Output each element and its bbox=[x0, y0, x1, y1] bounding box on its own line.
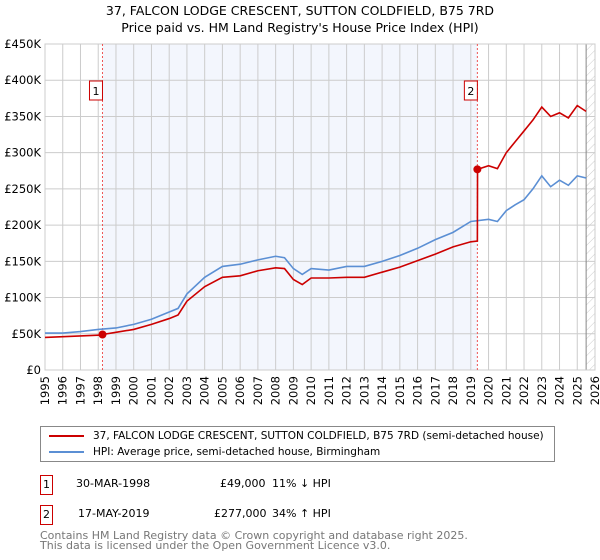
y-tick-label: £400K bbox=[4, 73, 41, 87]
legend-swatch-red bbox=[49, 435, 84, 437]
series-line bbox=[45, 174, 587, 334]
series-line bbox=[44, 104, 587, 339]
x-tick-label: 2026 bbox=[588, 376, 600, 405]
x-tick-label: 2022 bbox=[517, 376, 531, 405]
x-tick-label: 2003 bbox=[180, 376, 194, 405]
x-tick-label: 2019 bbox=[464, 376, 478, 405]
title: 37, FALCON LODGE CRESCENT, SUTTON COLDFI… bbox=[105, 3, 495, 18]
x-tick-label: 2007 bbox=[251, 376, 265, 405]
x-tick-label: 1999 bbox=[109, 376, 123, 405]
y-tick-label: £350K bbox=[4, 109, 41, 123]
x-tick-label: 2000 bbox=[127, 376, 141, 405]
subtitle: Price paid vs. HM Land Registry's House … bbox=[121, 20, 479, 35]
marker-badge bbox=[88, 80, 103, 101]
forecast-hatch bbox=[586, 44, 595, 370]
transaction-price: £277,000 bbox=[214, 507, 267, 520]
legend-item-property: 37, FALCON LODGE CRESCENT, SUTTON COLDFI… bbox=[49, 430, 544, 442]
transaction-date: 17-MAY-2019 bbox=[78, 507, 150, 520]
x-tick-label: 2011 bbox=[322, 376, 336, 405]
sale-point bbox=[473, 165, 482, 174]
y-tick-label: £300K bbox=[4, 146, 41, 160]
x-tick-label: 2008 bbox=[269, 376, 283, 405]
transaction-hpi: 34% ↑ HPI bbox=[272, 507, 331, 520]
x-tick-label: 2013 bbox=[357, 376, 371, 405]
x-tick-label: 2018 bbox=[446, 376, 460, 405]
x-tick-label: 2004 bbox=[198, 376, 212, 405]
x-tick-label: 2005 bbox=[215, 376, 229, 405]
y-tick-label: £50K bbox=[12, 327, 42, 341]
x-tick-label: 1997 bbox=[73, 376, 87, 405]
y-tick-label: £450K bbox=[4, 37, 41, 51]
price-chart: £0 £50K £100K £150K £200K £250K £300K £350K £400… bbox=[4, 37, 600, 405]
transaction-date: 30-MAR-1998 bbox=[76, 477, 151, 490]
transaction-row: 1 30-MAR-1998 £49,000 11% ↓ HPI bbox=[40, 475, 560, 495]
transaction-price: £49,000 bbox=[220, 477, 266, 490]
y-tick-label: £200K bbox=[4, 218, 41, 232]
x-tick-label: 1998 bbox=[91, 376, 105, 405]
transaction-badge: 2 bbox=[40, 505, 53, 525]
marker-badge bbox=[463, 80, 478, 101]
chart-title: 37, FALCON LODGE CRESCENT, SUTTON COLDFI… bbox=[0, 2, 600, 36]
y-tick-label: £250K bbox=[4, 182, 41, 196]
x-tick-label: 2009 bbox=[286, 376, 300, 405]
x-tick-label: 1996 bbox=[56, 376, 70, 405]
y-tick-label: £0 bbox=[26, 363, 41, 377]
legend: 37, FALCON LODGE CRESCENT, SUTTON COLDFI… bbox=[40, 426, 555, 462]
x-tick-label: 2017 bbox=[428, 376, 442, 405]
footer-line: This data is licensed under the Open Gov… bbox=[40, 539, 391, 552]
x-tick-label: 2006 bbox=[233, 376, 247, 405]
marker-badge-label: 2 bbox=[467, 85, 474, 98]
x-tick-label: 2001 bbox=[144, 376, 158, 405]
transaction-badge: 1 bbox=[40, 475, 53, 495]
x-tick-label: 2025 bbox=[570, 376, 584, 405]
legend-swatch-blue bbox=[49, 451, 84, 453]
transaction-row: 2 17-MAY-2019 £277,000 34% ↑ HPI bbox=[40, 505, 560, 525]
footer: Contains HM Land Registry data © Crown c… bbox=[40, 529, 468, 552]
x-tick-label: 2020 bbox=[482, 376, 496, 405]
y-tick-label: £100K bbox=[4, 291, 41, 305]
transaction-hpi: 11% ↓ HPI bbox=[272, 477, 331, 490]
x-tick-label: 2021 bbox=[499, 376, 513, 405]
y-tick-label: £150K bbox=[4, 254, 41, 268]
sale-point bbox=[98, 330, 107, 339]
legend-label: 37, FALCON LODGE CRESCENT, SUTTON COLDFI… bbox=[93, 430, 544, 442]
x-tick-label: 2014 bbox=[375, 376, 389, 405]
x-tick-label: 2024 bbox=[553, 376, 567, 405]
x-tick-label: 2012 bbox=[340, 376, 354, 405]
legend-label: HPI: Average price, semi-detached house,… bbox=[93, 446, 381, 458]
footer-line: Contains HM Land Registry data © Crown c… bbox=[40, 529, 468, 542]
x-tick-label: 2002 bbox=[162, 376, 176, 405]
x-tick-label: 2010 bbox=[304, 376, 318, 405]
ownership-shading bbox=[102, 44, 478, 370]
plot-frame bbox=[44, 43, 596, 371]
x-tick-label: 2015 bbox=[393, 376, 407, 405]
x-tick-label: 1995 bbox=[38, 376, 52, 405]
legend-item-hpi: HPI: Average price, semi-detached house,… bbox=[49, 446, 380, 458]
x-tick-label: 2023 bbox=[535, 376, 549, 405]
marker-badge-label: 1 bbox=[92, 85, 99, 98]
x-tick-label: 2016 bbox=[411, 376, 425, 405]
